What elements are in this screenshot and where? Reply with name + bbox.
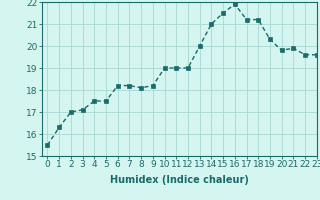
X-axis label: Humidex (Indice chaleur): Humidex (Indice chaleur) — [110, 175, 249, 185]
